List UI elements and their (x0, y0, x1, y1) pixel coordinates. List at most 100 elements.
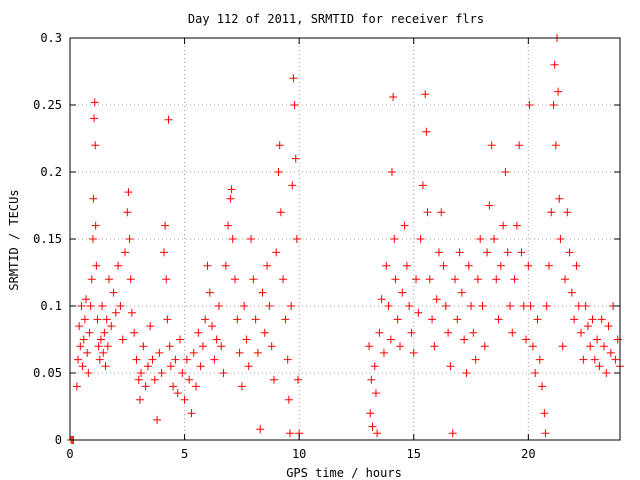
data-point (437, 208, 446, 217)
data-point (425, 275, 434, 284)
data-point (157, 369, 166, 377)
data-point (90, 98, 99, 107)
data-point (164, 115, 173, 124)
data-point (289, 74, 298, 83)
data-point (116, 302, 125, 310)
data-point (467, 302, 476, 310)
data-point (274, 168, 283, 176)
data-point (90, 114, 99, 123)
data-point (101, 362, 110, 371)
data-point (276, 208, 285, 217)
data-point (574, 302, 583, 310)
x-tick-label: 0 (66, 447, 73, 461)
data-point (224, 221, 233, 230)
data-point (201, 315, 210, 324)
data-point (226, 194, 235, 203)
data-point (99, 348, 108, 357)
data-point (476, 235, 485, 243)
data-point (83, 348, 92, 357)
data-point (367, 375, 376, 384)
data-point (471, 355, 480, 364)
data-point (135, 395, 144, 404)
data-point (434, 248, 443, 257)
data-point (87, 275, 96, 284)
data-point (535, 355, 544, 364)
data-point (524, 261, 533, 270)
data-point (205, 288, 214, 297)
data-point (180, 395, 189, 404)
data-point (258, 288, 267, 297)
data-point (501, 168, 510, 176)
data-point (550, 60, 559, 69)
data-point (253, 348, 262, 357)
data-point (597, 315, 606, 324)
data-point (423, 208, 432, 217)
data-point (217, 342, 226, 351)
data-point (446, 362, 455, 371)
data-point (208, 322, 217, 331)
y-tick-label: 0.2 (40, 165, 62, 179)
data-point (528, 342, 537, 351)
data-point (563, 208, 572, 217)
data-point (192, 382, 201, 391)
data-point (166, 362, 175, 371)
data-point (121, 248, 129, 257)
y-tick-label: 0.1 (40, 299, 62, 313)
data-point (265, 302, 274, 310)
data-point (247, 235, 256, 243)
data-point (398, 288, 407, 297)
data-point (240, 302, 249, 310)
data-point (526, 302, 535, 310)
axis-ticks: 0 5 10 15 20 0 0.05 0.1 0.15 0.2 0.25 0.3 (33, 31, 620, 461)
data-point (256, 425, 265, 434)
data-point (544, 261, 553, 270)
data-point (124, 188, 133, 197)
data-point (469, 328, 478, 337)
data-point (103, 342, 112, 351)
data-point (187, 409, 196, 418)
data-point (455, 248, 464, 257)
data-point (123, 208, 132, 217)
data-point (176, 335, 184, 344)
data-point (577, 328, 586, 337)
data-point (389, 92, 398, 101)
data-point (547, 208, 556, 217)
data-point (134, 375, 143, 384)
data-point (107, 322, 116, 331)
data-point (143, 362, 152, 371)
data-point (78, 362, 87, 371)
data-point (572, 261, 581, 270)
data-point (148, 355, 157, 364)
data-point (542, 302, 551, 310)
data-point (460, 335, 469, 344)
data-point (165, 342, 174, 351)
data-point (221, 261, 230, 270)
data-point (96, 335, 105, 344)
data-point (611, 355, 620, 364)
data-point (382, 261, 391, 270)
data-point (198, 342, 207, 351)
data-point (489, 235, 498, 243)
data-point (182, 355, 191, 364)
data-point (492, 275, 501, 284)
data-point (219, 369, 228, 377)
data-point (555, 194, 564, 203)
data-point (260, 328, 269, 337)
data-point (604, 322, 613, 331)
data-point (480, 342, 489, 351)
data-point (102, 315, 111, 324)
data-point (588, 315, 597, 324)
data-point (606, 348, 615, 357)
data-point (141, 382, 150, 391)
data-point (558, 342, 567, 351)
data-point (602, 369, 611, 377)
data-point (533, 315, 542, 324)
data-point (485, 201, 494, 210)
data-point (153, 415, 162, 424)
data-point (402, 261, 411, 270)
data-point (294, 375, 303, 384)
data-point (194, 328, 203, 337)
data-point (499, 221, 508, 230)
data-point (291, 154, 300, 163)
